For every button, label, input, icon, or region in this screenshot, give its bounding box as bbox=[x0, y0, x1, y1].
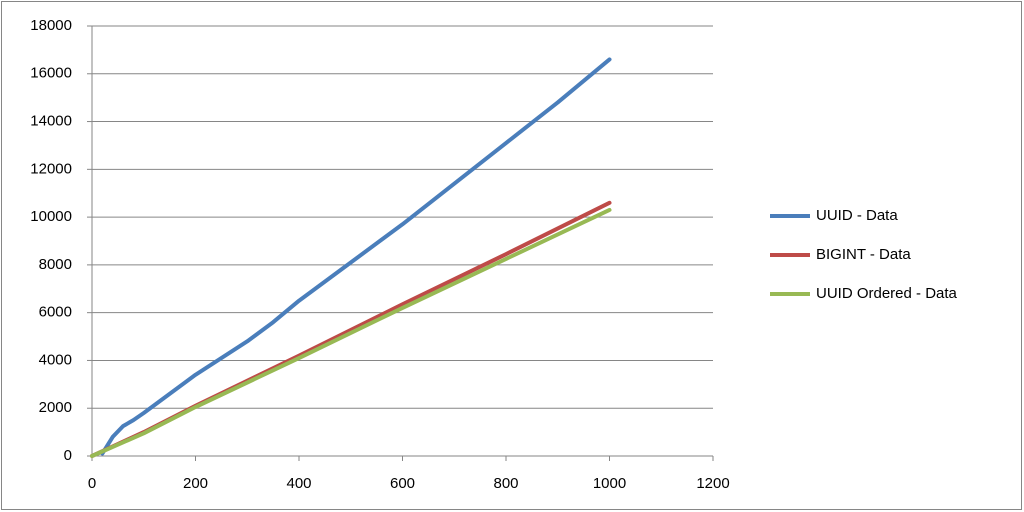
data-line bbox=[100, 57, 612, 456]
y-tick-label: 2000 bbox=[39, 399, 72, 416]
x-tick-label: 400 bbox=[286, 475, 311, 492]
x-tick-label: 200 bbox=[183, 475, 208, 492]
x-tick-label: 0 bbox=[88, 475, 96, 492]
y-tick-label: 4000 bbox=[39, 351, 72, 368]
y-tick-label: 0 bbox=[64, 447, 72, 464]
y-tick-label: 10000 bbox=[30, 208, 72, 225]
legend-label: BIGINT - Data bbox=[816, 246, 911, 263]
x-tick-label: 800 bbox=[493, 475, 518, 492]
y-tick-label: 12000 bbox=[30, 160, 72, 177]
x-tick-label: 600 bbox=[390, 475, 415, 492]
y-tick-label: 18000 bbox=[30, 17, 72, 34]
y-tick-label: 6000 bbox=[39, 304, 72, 321]
y-tick-label: 16000 bbox=[30, 65, 72, 82]
data-line bbox=[90, 207, 612, 458]
legend-label: UUID - Data bbox=[816, 207, 898, 224]
y-tick-label: 14000 bbox=[30, 113, 72, 130]
x-tick-label: 1200 bbox=[696, 475, 729, 492]
x-tick-label: 1000 bbox=[593, 475, 626, 492]
legend-label: UUID Ordered - Data bbox=[816, 285, 958, 302]
y-tick-label: 8000 bbox=[39, 256, 72, 273]
